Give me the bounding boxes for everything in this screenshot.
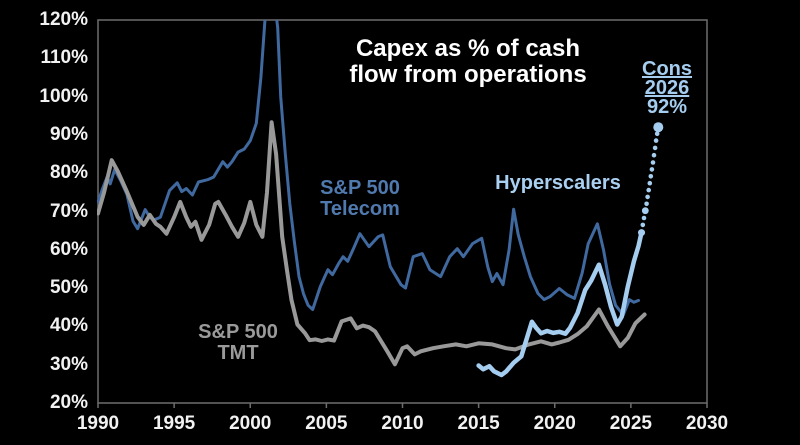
x-tick-label: 1995 (152, 413, 196, 434)
telecom-label-line2: Telecom (320, 198, 400, 220)
projection-dot (648, 174, 654, 179)
x-tick-label: 2000 (229, 413, 272, 434)
series-end-dot (638, 229, 646, 237)
projection-dot (652, 145, 658, 151)
tmt-label-line2: TMT (217, 342, 259, 364)
y-tick-label: 30% (49, 353, 88, 375)
projection-dot (640, 222, 646, 228)
series-group (97, 20, 647, 378)
consensus-label-line2: 2026 (644, 77, 690, 99)
telecom-label-line1: S&P 500 (320, 177, 400, 199)
projection-dot (651, 152, 657, 158)
projection-dot (650, 160, 656, 165)
projection-dot (646, 187, 651, 193)
chart-title: Capex as % of cash flow from operations (337, 36, 599, 88)
x-tick-label: 2005 (305, 413, 348, 434)
y-tick-label: 70% (49, 200, 88, 222)
projection-marker (653, 122, 664, 133)
consensus-annotation: Cons 2026 92% (642, 58, 692, 118)
chart-title-line1: Capex as % of cash (355, 35, 581, 62)
consensus-label-line1: Cons (642, 58, 692, 80)
y-tick-label: 110% (40, 47, 88, 69)
consensus-value: 92% (646, 96, 688, 118)
series-line-s-p-500-tmt (97, 120, 647, 367)
x-tick-label: 2025 (609, 413, 653, 434)
y-tick-label: 100% (39, 85, 88, 107)
projection-marker (641, 207, 649, 215)
x-tick-label: 2010 (381, 413, 424, 434)
series-line-hyperscalers (476, 230, 644, 378)
y-tick-label: 20% (49, 392, 88, 413)
x-tick-label: 2015 (457, 413, 500, 434)
telecom-series-label: S&P 500 Telecom (320, 178, 400, 220)
projection-dot (649, 167, 655, 172)
projection-dot (654, 131, 660, 137)
y-tick-label: 90% (49, 123, 88, 145)
projection-dot (644, 201, 649, 207)
projection-dot (641, 215, 647, 221)
x-tick-label: 2020 (533, 413, 576, 434)
projection-dot (653, 138, 659, 143)
projection-dot (645, 194, 650, 200)
series-line-s-p-500-telecom (97, 20, 640, 317)
tmt-series-label: S&P 500 TMT (198, 322, 278, 364)
hyperscalers-label-text: Hyperscalers (495, 172, 621, 194)
y-tick-label: 120% (39, 9, 88, 30)
x-tick-label: 2030 (685, 413, 729, 434)
chart-title-line2: flow from operations (349, 61, 587, 88)
y-tick-label: 40% (49, 315, 88, 337)
hyperscalers-series-label: Hyperscalers (495, 173, 621, 194)
y-tick-label: 50% (49, 277, 88, 299)
projection-dot (647, 180, 653, 186)
y-tick-label: 60% (49, 238, 88, 260)
y-tick-label: 80% (49, 162, 88, 184)
x-tick-label: 1990 (76, 413, 120, 434)
tmt-label-line1: S&P 500 (198, 321, 278, 343)
